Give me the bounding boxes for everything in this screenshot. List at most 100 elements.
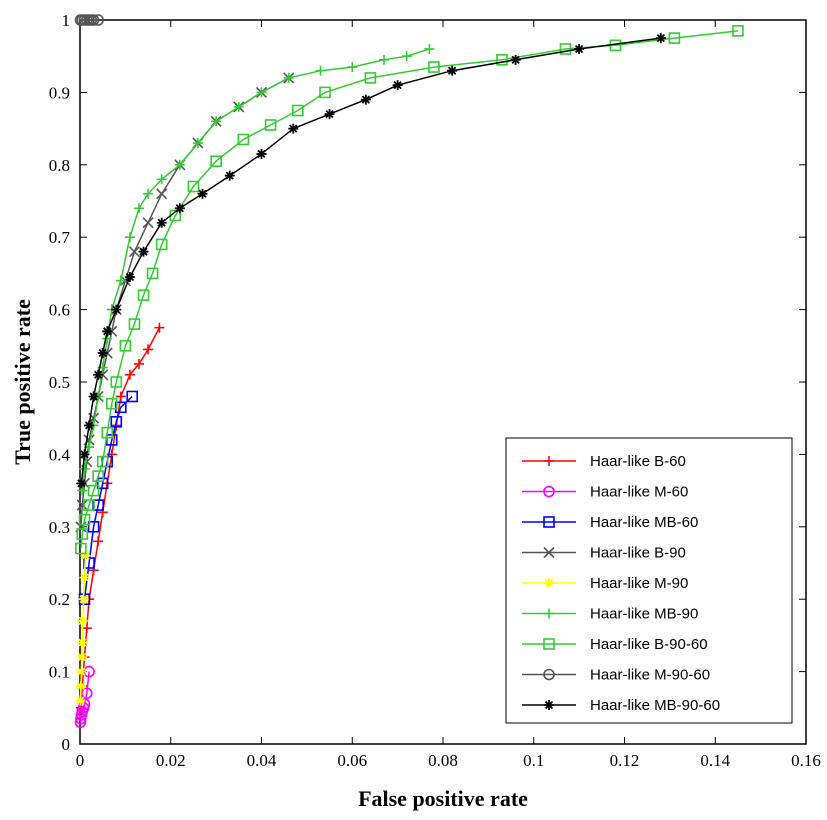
data-point — [156, 217, 167, 228]
data-point — [119, 339, 132, 352]
data-point — [101, 426, 114, 439]
data-point — [115, 401, 127, 414]
data-point — [83, 499, 95, 511]
legend-marker — [544, 456, 554, 466]
data-point — [143, 188, 154, 199]
data-point — [124, 369, 135, 380]
data-point — [96, 455, 109, 468]
series-line — [83, 395, 133, 600]
legend-item: Haar-like B-90-60 — [522, 636, 708, 653]
x-tick-label: 0.08 — [428, 751, 458, 770]
legend-item: Haar-like M-90 — [522, 575, 688, 592]
data-point — [92, 499, 104, 511]
data-point — [124, 272, 135, 283]
data-point — [133, 358, 144, 369]
data-point — [146, 267, 159, 280]
data-point — [110, 416, 123, 428]
legend-item: Haar-like M-60 — [522, 484, 688, 501]
legend-label: Haar-like MB-90-60 — [590, 697, 720, 714]
y-tick-label: 1 — [62, 11, 71, 30]
data-point — [291, 104, 304, 117]
x-tick-label: 0.04 — [247, 751, 277, 770]
data-point — [92, 470, 104, 482]
series-7 — [75, 25, 744, 555]
data-point — [87, 484, 100, 497]
data-point — [154, 322, 165, 333]
data-point — [79, 463, 90, 474]
data-point — [81, 623, 92, 634]
data-point — [77, 485, 88, 496]
data-point — [74, 716, 87, 729]
data-point — [126, 390, 138, 403]
series-8 — [74, 14, 104, 26]
legend-label: Haar-like B-90-60 — [590, 636, 708, 653]
legend-item: Haar-like B-90 — [522, 545, 686, 562]
x-axis-ticks: 0 0.02 0.04 0.06 0.08 0.1 0.12 0.14 0.16 — [76, 20, 821, 770]
legend: Haar-like B-60 Haar-like M-60 Haar-like MB… — [505, 437, 793, 724]
legend-label: Haar-like B-60 — [590, 453, 686, 470]
data-point — [379, 54, 390, 65]
data-point — [156, 188, 168, 200]
data-point — [81, 687, 93, 700]
y-tick-label: 0.7 — [49, 228, 71, 247]
x-tick-label: 0.1 — [523, 751, 544, 770]
data-point — [187, 180, 200, 193]
data-point — [76, 652, 87, 663]
data-point — [210, 155, 222, 167]
data-point — [428, 61, 440, 73]
data-point — [401, 51, 412, 62]
x-tick-label: 0.06 — [337, 751, 367, 770]
x-tick-label: 0.02 — [156, 751, 186, 770]
data-point — [496, 54, 508, 66]
data-point — [424, 43, 435, 54]
data-point — [75, 542, 87, 555]
data-point — [115, 275, 126, 286]
data-point — [78, 698, 91, 710]
x-tick-label: 0.12 — [610, 751, 640, 770]
data-point — [392, 80, 403, 91]
data-point — [76, 478, 87, 489]
data-point — [111, 304, 122, 315]
data-point — [115, 391, 126, 402]
data-point — [264, 119, 277, 131]
data-point — [75, 695, 86, 706]
legend-item: Haar-like MB-60 — [522, 514, 698, 531]
y-tick-label: 0.2 — [49, 590, 70, 609]
legend-label: Haar-like M-60 — [590, 484, 688, 501]
data-point — [78, 513, 91, 526]
data-point — [319, 86, 331, 99]
data-point — [78, 594, 89, 605]
legend-item: Haar-like MB-90-60 — [522, 697, 720, 714]
x-axis-label: False positive rate — [358, 786, 528, 811]
y-tick-label: 0 — [62, 735, 71, 754]
data-point — [84, 420, 95, 431]
data-point — [93, 369, 104, 380]
data-point — [110, 376, 123, 388]
data-point — [655, 33, 666, 44]
data-point — [77, 637, 88, 648]
data-point — [97, 348, 108, 359]
data-point — [192, 138, 203, 149]
data-point — [128, 318, 141, 330]
data-point — [105, 397, 118, 410]
data-point — [283, 72, 294, 83]
series-6 — [77, 43, 435, 496]
legend-marker — [544, 700, 554, 710]
y-tick-label: 0.5 — [49, 373, 70, 392]
series-2 — [74, 665, 95, 729]
legend-marker — [543, 546, 555, 559]
data-point — [137, 289, 150, 301]
x-tick-label: 0.16 — [791, 751, 821, 770]
data-point — [75, 712, 87, 725]
data-point — [155, 238, 168, 251]
legend-label: Haar-like B-90 — [590, 545, 686, 562]
x-tick-label: 0 — [76, 751, 85, 770]
data-point — [559, 43, 572, 55]
data-point — [92, 14, 104, 26]
data-point — [347, 62, 358, 73]
legend-marker — [543, 638, 555, 650]
y-tick-label: 0.1 — [49, 663, 70, 682]
legend-marker — [544, 578, 554, 588]
data-point — [668, 32, 681, 44]
